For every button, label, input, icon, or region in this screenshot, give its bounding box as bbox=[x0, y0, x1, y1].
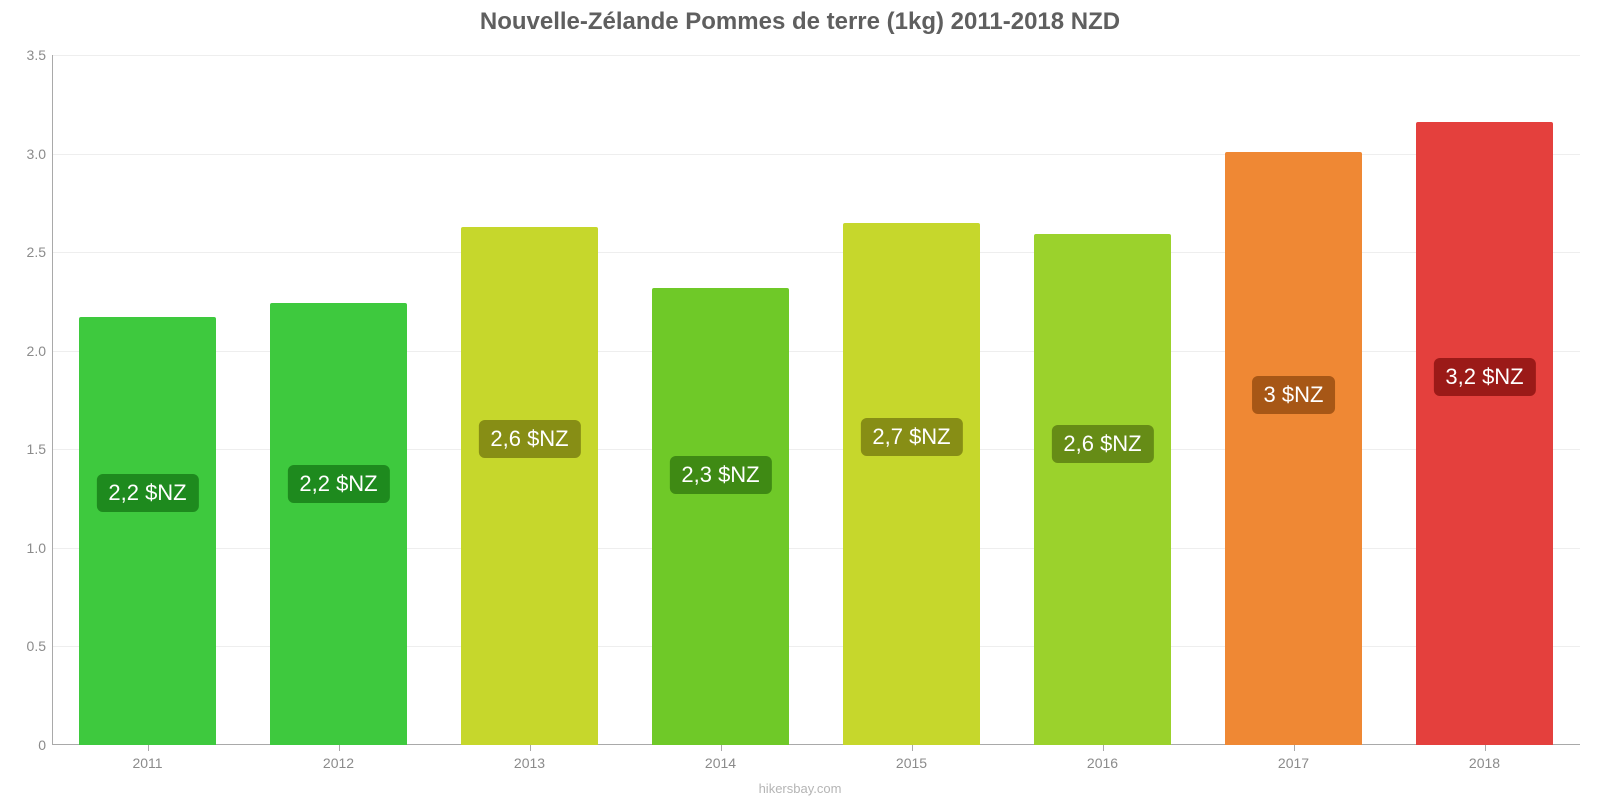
y-axis bbox=[52, 55, 53, 745]
bar bbox=[652, 288, 790, 745]
grid-line bbox=[52, 55, 1580, 56]
x-tick-label: 2013 bbox=[514, 755, 545, 771]
bar bbox=[79, 317, 217, 745]
y-tick-label: 2.5 bbox=[12, 244, 46, 260]
x-tick-label: 2016 bbox=[1087, 755, 1118, 771]
y-tick-label: 1.5 bbox=[12, 441, 46, 457]
bar-value-label: 2,6 $NZ bbox=[478, 420, 580, 458]
bar-value-label: 2,6 $NZ bbox=[1051, 425, 1153, 463]
x-tick bbox=[1103, 745, 1104, 751]
chart-title: Nouvelle-Zélande Pommes de terre (1kg) 2… bbox=[0, 8, 1600, 36]
bar-value-label: 3,2 $NZ bbox=[1433, 358, 1535, 396]
x-tick-label: 2018 bbox=[1469, 755, 1500, 771]
bar-chart: Nouvelle-Zélande Pommes de terre (1kg) 2… bbox=[0, 0, 1600, 800]
x-tick bbox=[530, 745, 531, 751]
bar-value-label: 2,3 $NZ bbox=[669, 456, 771, 494]
bar-value-label: 2,2 $NZ bbox=[96, 474, 198, 512]
bar bbox=[1416, 122, 1554, 745]
bar-value-label: 3 $NZ bbox=[1252, 376, 1336, 414]
x-tick bbox=[1485, 745, 1486, 751]
plot-area: 00.51.01.52.02.53.03.520112,2 $NZ20122,2… bbox=[52, 55, 1580, 745]
x-tick bbox=[339, 745, 340, 751]
y-tick-label: 3.0 bbox=[12, 146, 46, 162]
x-tick bbox=[1294, 745, 1295, 751]
y-tick-label: 0.5 bbox=[12, 638, 46, 654]
y-tick-label: 1.0 bbox=[12, 540, 46, 556]
bar bbox=[843, 223, 981, 745]
x-tick bbox=[148, 745, 149, 751]
y-tick-label: 3.5 bbox=[12, 47, 46, 63]
x-tick-label: 2011 bbox=[132, 755, 162, 771]
bar bbox=[461, 227, 599, 745]
bar bbox=[270, 303, 408, 745]
x-tick bbox=[721, 745, 722, 751]
x-tick-label: 2015 bbox=[896, 755, 927, 771]
x-tick-label: 2012 bbox=[323, 755, 354, 771]
bar bbox=[1034, 234, 1172, 745]
x-tick bbox=[912, 745, 913, 751]
y-tick-label: 0 bbox=[12, 737, 46, 753]
bar bbox=[1225, 152, 1363, 745]
attribution-text: hikersbay.com bbox=[0, 781, 1600, 796]
x-tick-label: 2014 bbox=[705, 755, 736, 771]
y-tick-label: 2.0 bbox=[12, 343, 46, 359]
bar-value-label: 2,7 $NZ bbox=[860, 418, 962, 456]
x-tick-label: 2017 bbox=[1278, 755, 1309, 771]
bar-value-label: 2,2 $NZ bbox=[287, 465, 389, 503]
